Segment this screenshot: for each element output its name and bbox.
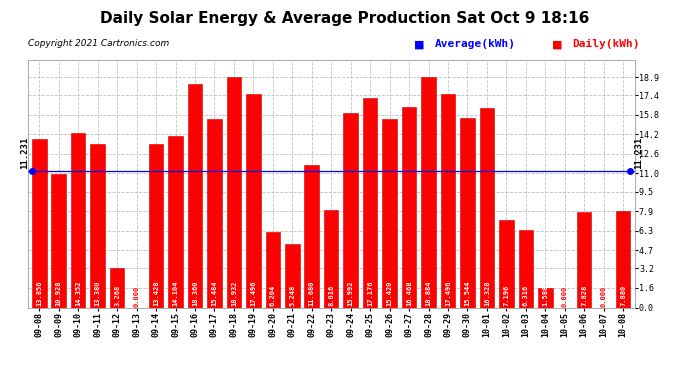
- Bar: [421, 77, 436, 308]
- Bar: [90, 144, 105, 308]
- Text: 7.196: 7.196: [503, 284, 509, 306]
- Bar: [499, 220, 513, 308]
- Bar: [344, 112, 358, 308]
- Bar: [324, 210, 339, 308]
- Text: ■: ■: [414, 39, 424, 50]
- Bar: [460, 118, 475, 308]
- Text: 6.316: 6.316: [523, 284, 529, 306]
- Text: 16.468: 16.468: [406, 280, 412, 306]
- Text: 15.992: 15.992: [348, 280, 354, 306]
- Bar: [188, 84, 202, 308]
- Text: 3.268: 3.268: [114, 284, 120, 306]
- Text: 18.884: 18.884: [426, 280, 431, 306]
- Text: 15.420: 15.420: [386, 280, 393, 306]
- Text: 13.428: 13.428: [153, 280, 159, 306]
- Text: 5.248: 5.248: [289, 284, 295, 306]
- Bar: [577, 212, 591, 308]
- Bar: [615, 211, 631, 308]
- Bar: [207, 119, 221, 308]
- Bar: [480, 108, 494, 307]
- Bar: [226, 76, 242, 308]
- Text: 16.328: 16.328: [484, 280, 490, 306]
- Text: 0.000: 0.000: [601, 286, 607, 307]
- Bar: [71, 132, 86, 308]
- Bar: [266, 232, 280, 308]
- Text: 7.880: 7.880: [620, 284, 626, 306]
- Bar: [304, 165, 319, 308]
- Text: 15.544: 15.544: [464, 280, 471, 306]
- Text: 14.352: 14.352: [75, 280, 81, 306]
- Text: 17.496: 17.496: [445, 280, 451, 306]
- Bar: [538, 288, 553, 308]
- Text: 13.856: 13.856: [37, 280, 42, 306]
- Bar: [518, 231, 533, 308]
- Text: 11.680: 11.680: [308, 280, 315, 306]
- Bar: [110, 268, 124, 308]
- Text: 17.496: 17.496: [250, 280, 257, 306]
- Bar: [441, 94, 455, 308]
- Bar: [52, 174, 66, 308]
- Text: 7.828: 7.828: [581, 284, 587, 306]
- Text: 0.000: 0.000: [562, 286, 568, 307]
- Text: Daily Solar Energy & Average Production Sat Oct 9 18:16: Daily Solar Energy & Average Production …: [100, 11, 590, 26]
- Text: 10.928: 10.928: [56, 280, 61, 306]
- Text: ■: ■: [552, 39, 562, 50]
- Text: 13.380: 13.380: [95, 280, 101, 306]
- Bar: [382, 120, 397, 308]
- Text: 6.204: 6.204: [270, 284, 276, 306]
- Text: 0.000: 0.000: [134, 286, 139, 307]
- Text: 8.016: 8.016: [328, 284, 334, 306]
- Bar: [285, 243, 299, 308]
- Bar: [402, 107, 416, 307]
- Text: 18.360: 18.360: [192, 280, 198, 306]
- Bar: [363, 98, 377, 308]
- Bar: [246, 94, 261, 308]
- Text: 18.932: 18.932: [231, 280, 237, 306]
- Text: 17.176: 17.176: [367, 280, 373, 306]
- Text: 11.231: 11.231: [21, 136, 30, 169]
- Bar: [149, 144, 164, 308]
- Bar: [168, 135, 183, 308]
- Text: 1.588: 1.588: [542, 284, 549, 306]
- Text: 14.104: 14.104: [172, 280, 179, 306]
- Text: 15.484: 15.484: [211, 280, 217, 306]
- Bar: [32, 139, 46, 308]
- Text: Copyright 2021 Cartronics.com: Copyright 2021 Cartronics.com: [28, 39, 169, 48]
- Text: 11.231: 11.231: [634, 136, 643, 169]
- Text: Daily(kWh): Daily(kWh): [573, 39, 640, 50]
- Text: Average(kWh): Average(kWh): [435, 39, 515, 50]
